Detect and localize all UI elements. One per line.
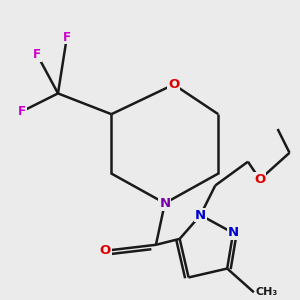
Text: N: N <box>159 197 170 210</box>
Text: O: O <box>254 173 266 186</box>
Text: N: N <box>195 208 206 222</box>
Text: O: O <box>168 78 179 91</box>
Text: F: F <box>33 48 41 61</box>
Text: F: F <box>63 31 71 44</box>
Text: CH₃: CH₃ <box>255 287 278 297</box>
Text: O: O <box>100 244 111 257</box>
Text: F: F <box>18 105 26 118</box>
Text: N: N <box>228 226 239 239</box>
